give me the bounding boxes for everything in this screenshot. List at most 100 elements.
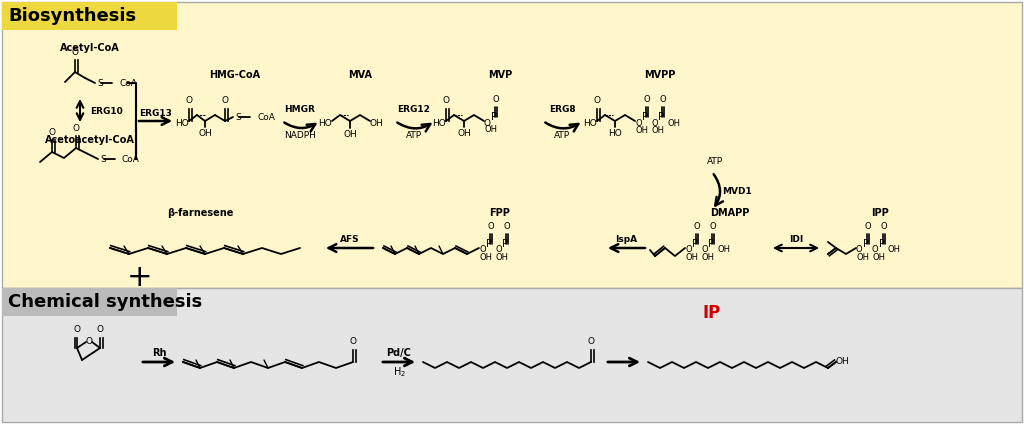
Text: MVD1: MVD1 <box>722 187 752 196</box>
Text: ERG12: ERG12 <box>397 106 430 114</box>
Text: MVA: MVA <box>348 70 372 80</box>
Text: O: O <box>484 118 490 128</box>
Text: DMAPP: DMAPP <box>711 208 750 218</box>
Text: ATP: ATP <box>707 157 723 167</box>
Text: O: O <box>442 96 450 105</box>
Text: OH: OH <box>198 129 212 138</box>
Text: +: + <box>127 263 153 293</box>
Text: IspA: IspA <box>615 235 637 245</box>
Text: P: P <box>692 239 698 249</box>
Bar <box>2 288 177 316</box>
Text: O: O <box>96 325 103 334</box>
Text: Biosynthesis: Biosynthesis <box>8 7 136 25</box>
Text: O: O <box>710 222 717 231</box>
Text: O: O <box>644 95 650 104</box>
Text: OH: OH <box>370 118 384 128</box>
Text: H$_2$: H$_2$ <box>392 365 406 379</box>
Text: OH: OH <box>457 129 471 138</box>
Text: O: O <box>701 245 708 254</box>
Text: HO: HO <box>175 118 188 128</box>
Text: OH: OH <box>496 253 509 262</box>
Text: O: O <box>651 118 657 128</box>
Text: ERG13: ERG13 <box>139 109 172 117</box>
Text: S: S <box>234 112 241 122</box>
Text: O: O <box>479 245 485 254</box>
Text: OH: OH <box>651 126 665 135</box>
Text: OH: OH <box>484 125 498 134</box>
Text: OH: OH <box>685 253 698 262</box>
Text: ERG8: ERG8 <box>549 106 575 114</box>
Text: Acetoacetyl-CoA: Acetoacetyl-CoA <box>45 135 135 145</box>
Text: O: O <box>872 245 879 254</box>
Text: IP: IP <box>702 304 721 322</box>
Text: P: P <box>863 239 869 249</box>
Text: P: P <box>486 239 492 249</box>
Text: O: O <box>495 245 502 254</box>
Bar <box>2 2 1022 288</box>
Text: O: O <box>864 222 871 231</box>
Text: O: O <box>588 337 595 346</box>
Text: OH: OH <box>343 130 357 139</box>
Text: MVPP: MVPP <box>644 70 676 80</box>
Text: ERG10: ERG10 <box>90 108 123 117</box>
Text: CoA: CoA <box>119 78 137 87</box>
Text: HO: HO <box>583 118 597 128</box>
Text: Rh: Rh <box>152 348 166 358</box>
Text: O: O <box>349 337 356 346</box>
Text: HMGR: HMGR <box>285 106 315 114</box>
Text: O: O <box>685 245 691 254</box>
Bar <box>2 2 177 30</box>
Text: OH: OH <box>636 126 648 135</box>
Text: OH: OH <box>856 253 869 262</box>
Text: OH: OH <box>479 253 493 262</box>
Text: O: O <box>74 325 81 334</box>
Text: O: O <box>185 96 193 105</box>
Text: O: O <box>72 48 79 57</box>
Text: HO: HO <box>608 129 622 138</box>
Text: P: P <box>502 239 508 249</box>
Text: O: O <box>594 96 600 105</box>
Text: OH: OH <box>836 357 850 366</box>
Text: S: S <box>100 154 105 164</box>
Text: ATP: ATP <box>406 131 422 140</box>
Text: S: S <box>97 78 102 87</box>
Text: OH: OH <box>717 245 730 254</box>
Text: MVP: MVP <box>487 70 512 80</box>
Text: HO: HO <box>318 118 332 128</box>
Text: O: O <box>221 96 228 105</box>
Text: IDI: IDI <box>788 235 803 245</box>
Text: NADPH: NADPH <box>284 131 316 140</box>
Text: O: O <box>48 128 55 137</box>
Text: P: P <box>708 239 714 249</box>
Text: FPP: FPP <box>489 208 510 218</box>
Text: AFS: AFS <box>340 235 359 245</box>
Text: O: O <box>856 245 862 254</box>
Text: O: O <box>86 338 93 346</box>
Text: Pd/C: Pd/C <box>387 348 412 358</box>
Text: Acetyl-CoA: Acetyl-CoA <box>60 43 120 53</box>
Text: ATP: ATP <box>554 131 570 140</box>
Text: O: O <box>504 222 510 231</box>
Text: O: O <box>693 222 700 231</box>
Text: OH: OH <box>872 253 886 262</box>
Text: Chemical synthesis: Chemical synthesis <box>8 293 203 311</box>
Text: O: O <box>73 124 80 133</box>
Text: OH: OH <box>701 253 715 262</box>
Text: O: O <box>635 118 642 128</box>
Text: CoA: CoA <box>257 112 274 122</box>
Bar <box>2 288 1022 422</box>
Text: P: P <box>879 239 885 249</box>
Text: O: O <box>487 222 495 231</box>
Text: P: P <box>642 112 648 122</box>
Text: OH: OH <box>888 245 901 254</box>
Text: HMG-CoA: HMG-CoA <box>210 70 260 80</box>
Text: CoA: CoA <box>122 154 140 164</box>
Text: P: P <box>658 112 664 122</box>
Text: IPP: IPP <box>871 208 889 218</box>
Text: P: P <box>490 112 497 122</box>
Text: O: O <box>493 95 500 104</box>
Text: OH: OH <box>667 118 680 128</box>
Text: O: O <box>881 222 888 231</box>
Text: β-farnesene: β-farnesene <box>167 208 233 218</box>
Text: O: O <box>659 95 667 104</box>
